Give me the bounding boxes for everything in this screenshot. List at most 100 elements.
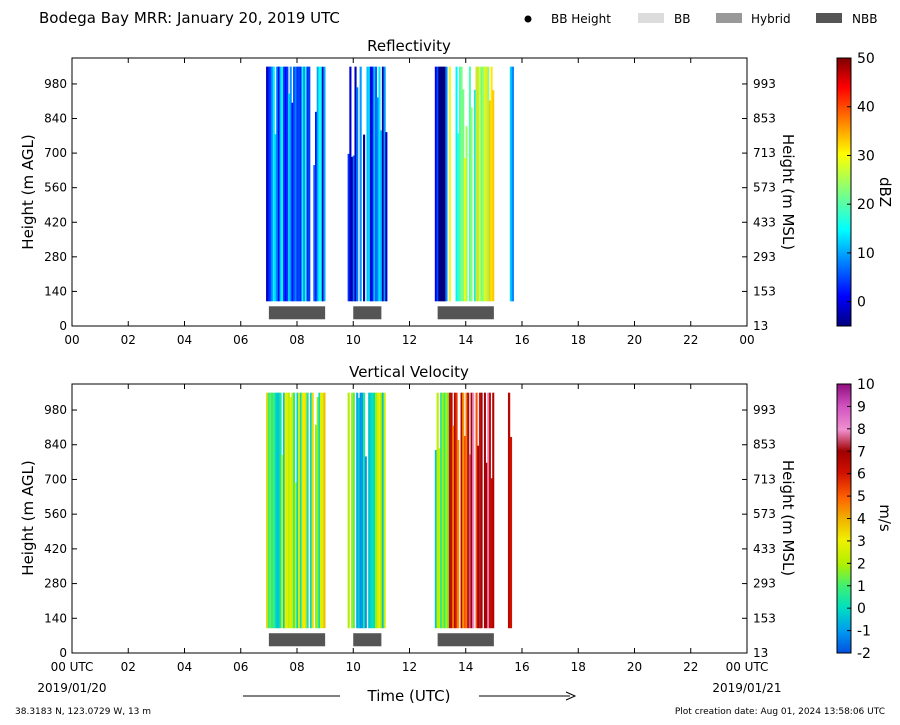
x-tick-label: 00 UTC xyxy=(51,660,94,674)
legend-marker-nbb xyxy=(816,13,842,23)
x-tick-label: 12 xyxy=(402,660,417,674)
y-tick-label-right: 293 xyxy=(753,577,776,591)
data-stripe xyxy=(450,392,453,629)
data-stripe xyxy=(318,392,321,629)
y-tick-label: 980 xyxy=(44,403,67,417)
data-stripe xyxy=(440,392,443,629)
data-stripe xyxy=(298,392,301,629)
data-stripe xyxy=(375,66,378,302)
panel-vertical-velocity: Vertical Velocity 00 UTC 02 04 06 08 10 12 14 16… xyxy=(19,363,797,674)
data-stripe xyxy=(378,392,381,629)
data-stripe xyxy=(441,392,444,629)
data-stripe xyxy=(376,392,379,629)
data-stripe xyxy=(282,392,286,629)
x-tick-label: 10 xyxy=(346,333,361,347)
start-date: 2019/01/20 xyxy=(37,681,106,695)
data-stripe xyxy=(457,439,460,629)
data-stripe xyxy=(276,392,279,629)
data-stripe xyxy=(357,397,361,629)
data-stripe xyxy=(480,392,483,629)
legend-marker-bb xyxy=(638,13,664,23)
x-tick-label: 08 xyxy=(289,333,304,347)
data-stripe xyxy=(488,392,491,629)
data-stripe xyxy=(266,392,269,629)
data-stripe xyxy=(279,66,282,302)
data-stripe xyxy=(272,66,275,302)
nbb-bar xyxy=(437,306,494,320)
data-stripe xyxy=(487,66,490,302)
x-axis-label: Time (UTC) xyxy=(367,687,451,705)
reflectivity-ylabel: Height (m AGL) xyxy=(19,134,37,249)
data-stripe xyxy=(323,66,326,302)
data-stripe xyxy=(470,107,473,302)
data-stripe xyxy=(507,392,511,629)
nbb-bar xyxy=(268,306,326,320)
y-tick-label: 280 xyxy=(44,250,67,264)
data-stripe xyxy=(383,392,386,629)
data-stripe xyxy=(381,66,384,302)
reflectivity-plot-frame xyxy=(71,57,748,327)
data-stripe xyxy=(368,392,371,629)
y-tick-label: 980 xyxy=(44,77,67,91)
data-stripe xyxy=(383,66,386,302)
data-stripe xyxy=(351,392,354,629)
data-stripe xyxy=(356,392,359,629)
data-stripe xyxy=(447,392,450,629)
y-tick-label: 560 xyxy=(44,507,67,521)
reflectivity-colorbar: 0 10 20 30 40 50 dBZ xyxy=(836,51,894,327)
data-stripe xyxy=(313,165,316,302)
y-tick-label: 700 xyxy=(44,146,67,160)
nbb-bar xyxy=(268,633,326,647)
velocity-nbb-bars xyxy=(268,633,494,647)
x-tick-label: 18 xyxy=(571,333,586,347)
data-stripe xyxy=(385,132,388,302)
data-stripe xyxy=(347,153,350,302)
data-stripe xyxy=(458,66,461,302)
data-stripe xyxy=(371,66,374,302)
panel-reflectivity: Reflectivity 00 02 04 06 08 10 12 14 16 18 20 22 000… xyxy=(19,37,797,347)
data-stripe xyxy=(284,66,287,302)
x-tick-label: 08 xyxy=(289,660,304,674)
nbb-bar xyxy=(353,633,382,647)
data-stripe xyxy=(361,392,364,629)
data-stripe xyxy=(293,392,296,629)
data-stripe xyxy=(281,454,284,629)
x-tick-label: 16 xyxy=(514,333,529,347)
y-tick-label-right: 433 xyxy=(753,215,776,229)
x-tick-label: 00 UTC xyxy=(726,660,769,674)
data-stripe xyxy=(381,392,384,629)
colorbar-tick-label: 10 xyxy=(857,377,875,393)
data-stripe xyxy=(455,392,458,629)
data-stripe xyxy=(299,392,302,629)
legend-label-bb: BB xyxy=(674,12,690,26)
x-tick-label: 20 xyxy=(627,660,642,674)
data-stripe xyxy=(463,436,466,629)
data-stripe xyxy=(452,425,455,629)
x-tick-label: 02 xyxy=(121,333,136,347)
y-tick-label-right: 573 xyxy=(753,181,776,195)
y-tick-label-right: 153 xyxy=(753,611,776,625)
colorbar-tick-label: 2 xyxy=(857,556,866,572)
data-stripe xyxy=(281,66,284,302)
data-stripe xyxy=(371,392,374,629)
data-stripe xyxy=(277,66,280,302)
data-stripe xyxy=(356,87,359,302)
panel-title-reflectivity: Reflectivity xyxy=(367,37,451,55)
data-stripe xyxy=(267,66,270,302)
colorbar-tick-label: 5 xyxy=(857,489,866,505)
data-stripe xyxy=(320,66,323,302)
data-stripe xyxy=(279,392,282,629)
data-stripe xyxy=(434,449,437,629)
data-stripe xyxy=(463,158,466,302)
data-stripe xyxy=(351,156,354,302)
data-stripe xyxy=(323,392,326,629)
data-stripe xyxy=(375,392,378,629)
data-stripe xyxy=(482,66,485,302)
colorbar-tick-label: 30 xyxy=(857,148,875,164)
colorbar-tick-label: 8 xyxy=(857,422,866,438)
data-stripe xyxy=(455,66,458,302)
data-stripe xyxy=(460,66,463,302)
data-stripe xyxy=(511,66,514,302)
